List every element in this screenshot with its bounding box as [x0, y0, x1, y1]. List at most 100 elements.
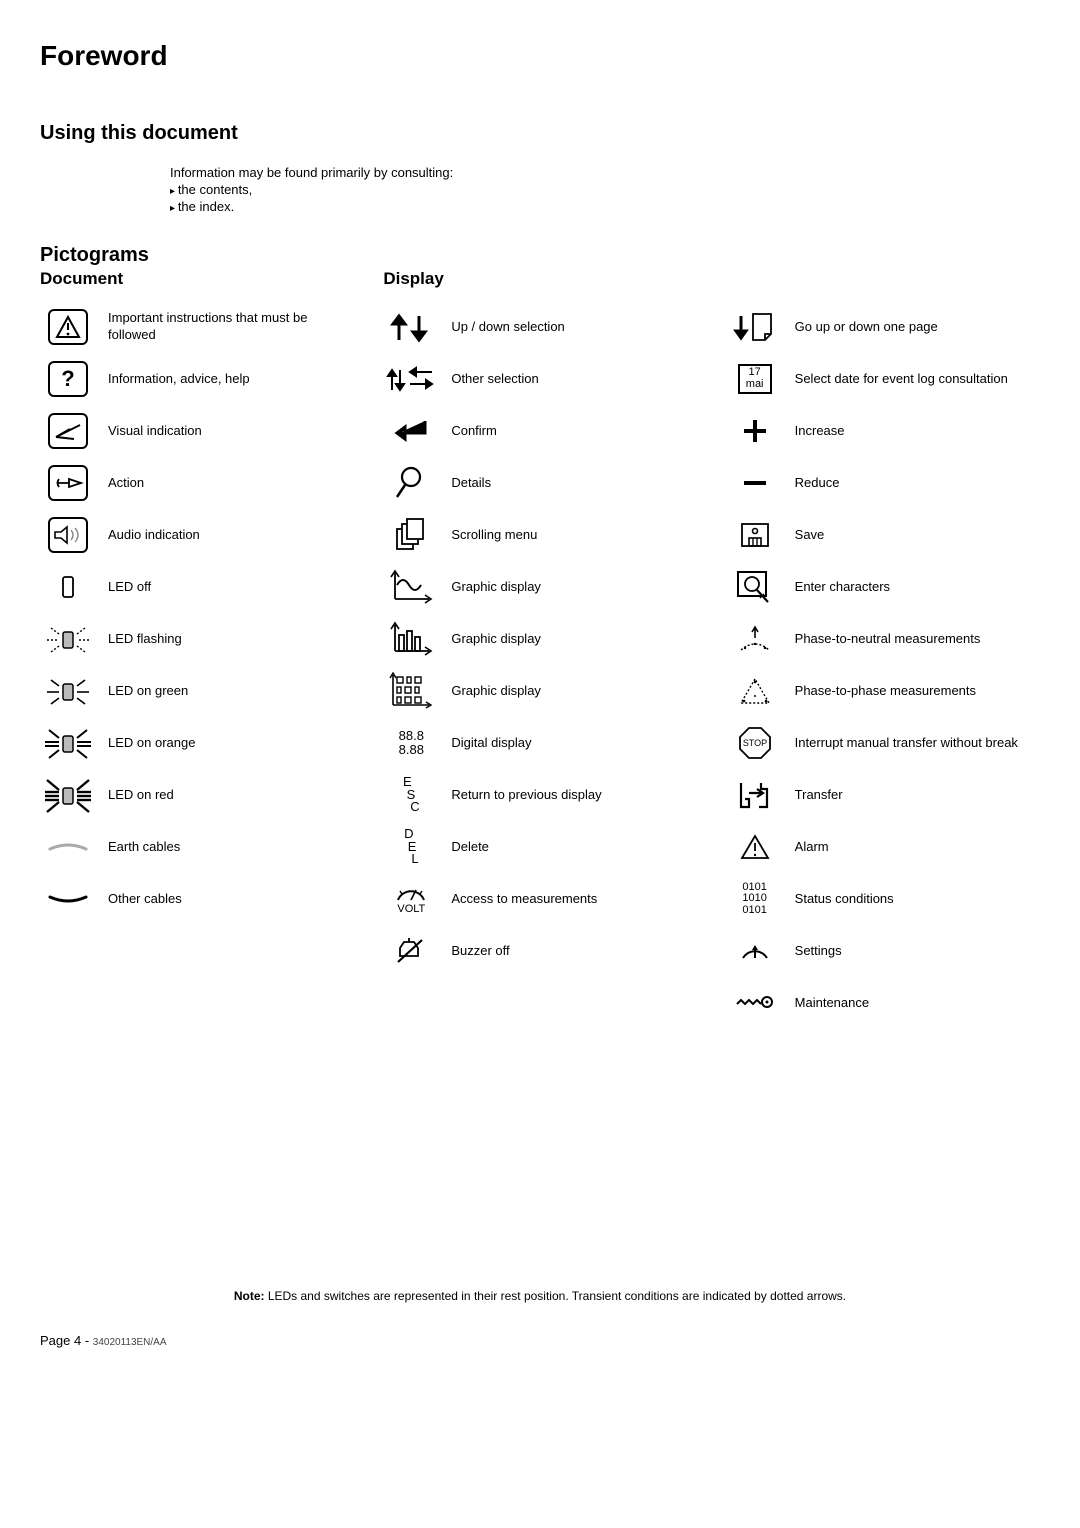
- pictogram-row: Important instructions that must be foll…: [40, 301, 353, 353]
- pictogram-label: Status conditions: [795, 891, 1040, 908]
- buzzer-off-icon: [383, 929, 439, 973]
- eye-icon: [40, 409, 96, 453]
- speaker-icon: [40, 513, 96, 557]
- pictogram-label: Interrupt manual transfer without break: [795, 735, 1040, 752]
- pictogram-row: Graphic display: [383, 613, 696, 665]
- pictogram-label: Other selection: [451, 371, 696, 388]
- pictogram-row: Phase-to-phase measurements: [727, 665, 1040, 717]
- pictogram-row: Visual indication: [40, 405, 353, 457]
- page-up-down-icon: [727, 305, 783, 349]
- phase-phase-icon: [727, 669, 783, 713]
- pictogram-row: Scrolling menu: [383, 509, 696, 561]
- scrolling-menu-icon: [383, 513, 439, 557]
- column-display-1: Display Up / down selection Other select…: [383, 269, 696, 977]
- pictogram-label: Important instructions that must be foll…: [108, 310, 353, 344]
- enter-chars-icon: [727, 565, 783, 609]
- stop-icon: STOP: [727, 721, 783, 765]
- minus-icon: [727, 461, 783, 505]
- pictogram-label: Up / down selection: [451, 319, 696, 336]
- pictogram-row: Other selection: [383, 353, 696, 405]
- pictogram-label: LED on green: [108, 683, 353, 700]
- pictogram-label: Buzzer off: [451, 943, 696, 960]
- up-down-icon: [383, 305, 439, 349]
- pictogram-row: Details: [383, 457, 696, 509]
- pictogram-row: D E L Delete: [383, 821, 696, 873]
- pictogram-row: LED on orange: [40, 717, 353, 769]
- pictogram-label: Graphic display: [451, 579, 696, 596]
- intro-item: the index.: [170, 199, 1040, 214]
- pictogram-label: Delete: [451, 839, 696, 856]
- pictogram-row: Buzzer off: [383, 925, 696, 977]
- column-document-title: Document: [40, 269, 353, 289]
- pictogram-row: Other cables: [40, 873, 353, 925]
- plus-icon: [727, 409, 783, 453]
- pictogram-label: Alarm: [795, 839, 1040, 856]
- pictogram-label: Reduce: [795, 475, 1040, 492]
- column-display-2: . Go up or down one page 17 mai Select d…: [727, 269, 1040, 1029]
- pictogram-row: E S C Return to previous display: [383, 769, 696, 821]
- maintenance-icon: [727, 981, 783, 1025]
- page-title: Foreword: [40, 40, 1040, 72]
- pictogram-row: 88.8 8.88 Digital display: [383, 717, 696, 769]
- other-selection-icon: [383, 357, 439, 401]
- pictogram-row: Enter characters: [727, 561, 1040, 613]
- note-text: LEDs and switches are represented in the…: [265, 1289, 847, 1303]
- settings-icon: [727, 929, 783, 973]
- pictogram-row: Maintenance: [727, 977, 1040, 1029]
- question-icon: ?: [40, 357, 96, 401]
- pictogram-row: LED on green: [40, 665, 353, 717]
- pictogram-label: Access to measurements: [451, 891, 696, 908]
- pictogram-label: Scrolling menu: [451, 527, 696, 544]
- pictogram-label: LED off: [108, 579, 353, 596]
- pictogram-row: Reduce: [727, 457, 1040, 509]
- calendar-icon: 17 mai: [727, 357, 783, 401]
- pictogram-row: Phase-to-neutral measurements: [727, 613, 1040, 665]
- pictogram-row: 0101 1010 0101 Status conditions: [727, 873, 1040, 925]
- led-flashing-icon: [40, 617, 96, 661]
- pictogram-label: Details: [451, 475, 696, 492]
- pictogram-label: Phase-to-phase measurements: [795, 683, 1040, 700]
- pictogram-row: Alarm: [727, 821, 1040, 873]
- pictogram-label: Action: [108, 475, 353, 492]
- pictogram-row: Settings: [727, 925, 1040, 977]
- pictogram-row: Increase: [727, 405, 1040, 457]
- pictogram-label: Information, advice, help: [108, 371, 353, 388]
- pictogram-row: LED off: [40, 561, 353, 613]
- page-footer: Page 4 - 34020113EN/AA: [40, 1333, 1040, 1348]
- doc-reference: 34020113EN/AA: [93, 1337, 167, 1348]
- pictogram-label: Settings: [795, 943, 1040, 960]
- pictogram-row: Go up or down one page: [727, 301, 1040, 353]
- pictogram-label: Transfer: [795, 787, 1040, 804]
- hand-icon: [40, 461, 96, 505]
- pictogram-label: Visual indication: [108, 423, 353, 440]
- pictogram-label: Maintenance: [795, 995, 1040, 1012]
- pictogram-label: Other cables: [108, 891, 353, 908]
- pictogram-label: LED on orange: [108, 735, 353, 752]
- pictogram-row: Action: [40, 457, 353, 509]
- intro-block: Information may be found primarily by co…: [170, 165, 1040, 214]
- note-bold: Note:: [234, 1289, 265, 1303]
- note-line: Note: LEDs and switches are represented …: [40, 1289, 1040, 1303]
- pictogram-label: Earth cables: [108, 839, 353, 856]
- pictogram-label: Phase-to-neutral measurements: [795, 631, 1040, 648]
- voltmeter-icon: VOLT: [383, 877, 439, 921]
- intro-lead: Information may be found primarily by co…: [170, 165, 1040, 180]
- pictogram-label: Digital display: [451, 735, 696, 752]
- pictogram-label: LED on red: [108, 787, 353, 804]
- alarm-icon: [727, 825, 783, 869]
- pictogram-label: Confirm: [451, 423, 696, 440]
- pictogram-label: Go up or down one page: [795, 319, 1040, 336]
- pictogram-label: Graphic display: [451, 631, 696, 648]
- pictogram-label: Audio indication: [108, 527, 353, 544]
- save-icon: [727, 513, 783, 557]
- pictogram-row: Audio indication: [40, 509, 353, 561]
- graphic-grid-icon: [383, 669, 439, 713]
- other-cable-icon: [40, 877, 96, 921]
- pictogram-label: Select date for event log consultation: [795, 371, 1040, 388]
- pictogram-row: Save: [727, 509, 1040, 561]
- pictogram-row: LED flashing: [40, 613, 353, 665]
- pictogram-row: Confirm: [383, 405, 696, 457]
- pictogram-row: 17 mai Select date for event log consult…: [727, 353, 1040, 405]
- pictogram-label: Graphic display: [451, 683, 696, 700]
- transfer-icon: [727, 773, 783, 817]
